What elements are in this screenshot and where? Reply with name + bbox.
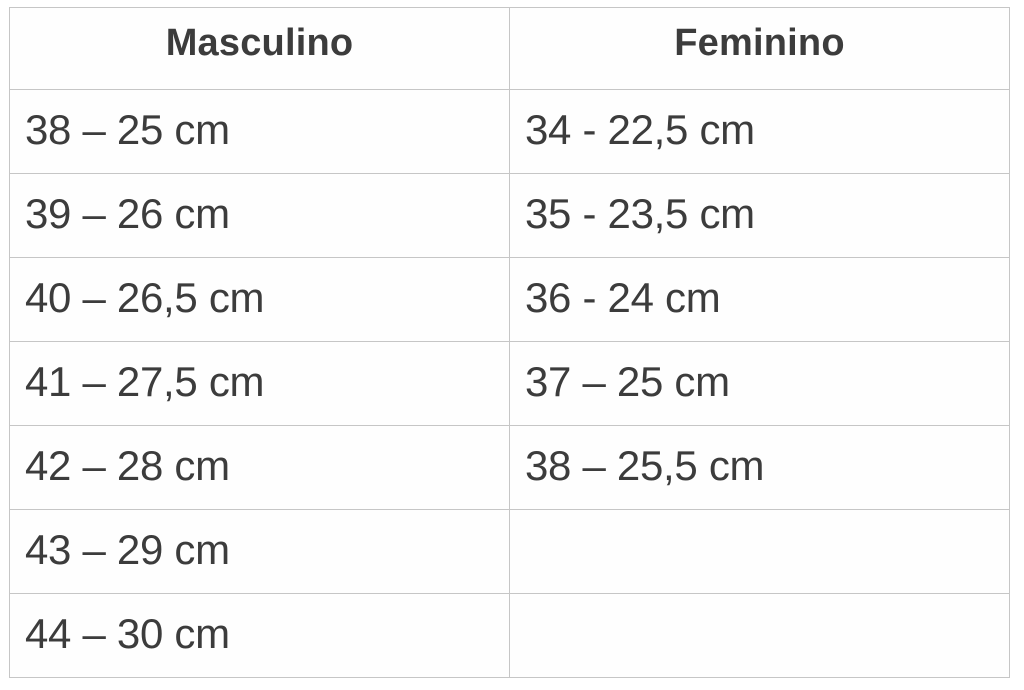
table-row: 40 – 26,5 cm 36 - 24 cm: [9, 257, 1010, 342]
size-cell-feminino: 38 – 25,5 cm: [509, 425, 1010, 510]
header-row: Masculino Feminino: [9, 7, 1010, 90]
size-cell-feminino: 34 - 22,5 cm: [509, 89, 1010, 174]
table-row: 43 – 29 cm: [9, 509, 1010, 594]
size-cell-feminino: [509, 509, 1010, 594]
shoe-size-table: Masculino Feminino 38 – 25 cm 34 - 22,5 …: [9, 7, 1010, 678]
size-cell-feminino: 37 – 25 cm: [509, 341, 1010, 426]
size-cell-masculino: 43 – 29 cm: [9, 509, 510, 594]
table-row: 41 – 27,5 cm 37 – 25 cm: [9, 341, 1010, 426]
column-header-masculino: Masculino: [9, 7, 510, 90]
size-cell-feminino: [509, 593, 1010, 678]
table-row: 42 – 28 cm 38 – 25,5 cm: [9, 425, 1010, 510]
table-row: 44 – 30 cm: [9, 593, 1010, 678]
size-cell-masculino: 39 – 26 cm: [9, 173, 510, 258]
size-cell-masculino: 44 – 30 cm: [9, 593, 510, 678]
table-row: 39 – 26 cm 35 - 23,5 cm: [9, 173, 1010, 258]
size-cell-masculino: 38 – 25 cm: [9, 89, 510, 174]
size-cell-feminino: 35 - 23,5 cm: [509, 173, 1010, 258]
size-cell-masculino: 41 – 27,5 cm: [9, 341, 510, 426]
column-header-feminino: Feminino: [509, 7, 1010, 90]
size-cell-feminino: 36 - 24 cm: [509, 257, 1010, 342]
size-cell-masculino: 42 – 28 cm: [9, 425, 510, 510]
table-row: 38 – 25 cm 34 - 22,5 cm: [9, 89, 1010, 174]
size-cell-masculino: 40 – 26,5 cm: [9, 257, 510, 342]
